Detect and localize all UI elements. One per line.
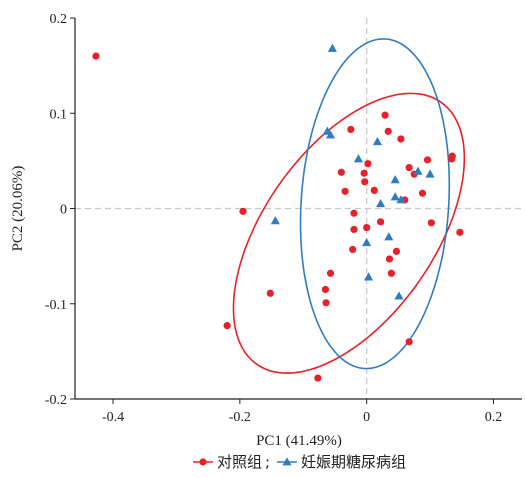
control-point-12	[347, 125, 355, 134]
x-tick-label-1: -0.4	[102, 410, 124, 425]
control-point-15	[360, 169, 368, 177]
gdm-point-7	[362, 237, 372, 247]
gdm-point-11	[390, 192, 400, 201]
confidence-ellipses	[232, 38, 466, 374]
x-axis-label: PC1 (41.49%)	[256, 433, 342, 449]
ellipse-series-1	[232, 92, 466, 374]
control-point-22	[385, 255, 394, 263]
control-point-32	[427, 219, 435, 227]
gdm-point-3	[325, 130, 336, 139]
y-tick-label-3: 0	[60, 203, 67, 218]
control-point-13	[350, 209, 358, 217]
control-point-17	[364, 160, 372, 168]
control-point-23	[387, 269, 395, 277]
control-point-34	[448, 152, 456, 160]
gdm-point-12	[396, 195, 406, 204]
control-point-36	[361, 178, 369, 186]
control-point-9	[349, 245, 357, 254]
control-point-10	[337, 168, 345, 176]
legend-label-gdm: 妊娠期糖尿病组	[301, 453, 406, 471]
ellipse-series-2	[299, 38, 451, 370]
control-point-25	[397, 135, 405, 143]
control-point-1	[92, 52, 100, 60]
legend-marker-control	[199, 458, 207, 466]
control-point-18	[370, 186, 378, 195]
y-tick-label-5: 0.2	[50, 12, 68, 27]
control-point-5	[314, 374, 322, 382]
control-point-3	[223, 322, 231, 330]
control-point-4	[266, 289, 274, 297]
x-tick-label-2: -0.2	[229, 410, 251, 425]
y-tick-label-2: -0.1	[45, 298, 67, 313]
control-point-19	[377, 218, 385, 226]
y-axis-label: PC2 (20.06%)	[10, 166, 26, 252]
control-point-2	[239, 207, 247, 215]
control-point-16	[363, 223, 371, 232]
y-tick-label-1: -0.2	[45, 393, 67, 408]
x-tick-label-4: 0.2	[485, 410, 503, 425]
gdm-point-15	[425, 169, 435, 178]
gdm-point-1	[327, 43, 337, 52]
gdm-point-10	[390, 175, 400, 184]
control-point-24	[392, 247, 401, 255]
legend-separator: ;	[265, 453, 270, 471]
legend: 对照组; 妊娠期糖尿病组	[193, 453, 406, 471]
control-point-7	[322, 299, 330, 307]
control-point-35	[456, 228, 464, 236]
data-points	[92, 43, 464, 382]
zero-reference-lines	[75, 18, 522, 399]
control-point-14	[350, 225, 358, 234]
gdm-point-13	[394, 291, 404, 300]
control-point-20	[381, 111, 389, 119]
y-tick-label-4: 0.1	[50, 107, 68, 122]
gdm-point-16	[376, 198, 386, 208]
legend-label-control: 对照组	[217, 453, 262, 471]
gdm-point-4	[353, 154, 363, 163]
gdm-point-6	[270, 216, 280, 225]
gdm-point-9	[384, 232, 394, 241]
gdm-point-14	[413, 166, 423, 175]
control-point-11	[341, 187, 349, 195]
control-point-21	[384, 127, 392, 135]
gdm-point-5	[372, 137, 382, 146]
control-point-27	[405, 163, 413, 172]
control-point-6	[321, 285, 330, 294]
x-tick-label-3: 0	[363, 410, 370, 425]
control-point-28	[405, 338, 413, 346]
legend-marker-gdm	[282, 457, 292, 466]
control-point-31	[423, 156, 432, 164]
gdm-point-8	[364, 272, 374, 281]
control-point-30	[418, 189, 427, 197]
axis-ticks: -0.4 -0.2 0 0.2 -0.2 -0.1 0 0.1 0.2	[45, 12, 502, 425]
control-point-8	[326, 269, 335, 277]
